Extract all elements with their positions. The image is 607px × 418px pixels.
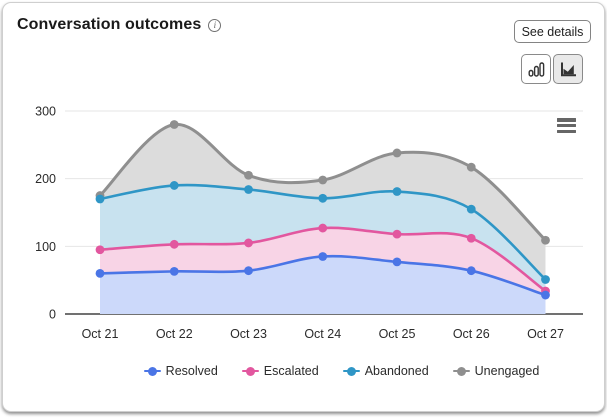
data-point-unengaged[interactable]: [169, 120, 179, 129]
x-tick-label: Oct 24: [304, 327, 341, 341]
see-details-button[interactable]: See details: [514, 20, 591, 43]
x-tick-label: Oct 25: [379, 327, 416, 341]
x-tick-label: Oct 27: [527, 327, 564, 341]
y-tick-label: 200: [35, 172, 56, 186]
y-tick-label: 300: [35, 105, 56, 119]
y-tick-label: 100: [35, 240, 56, 254]
data-point-abandoned[interactable]: [318, 193, 328, 203]
page-title: Conversation outcomes: [17, 16, 202, 33]
bar-chart-icon: [528, 62, 545, 77]
data-point-resolved[interactable]: [541, 290, 550, 300]
legend-label: Escalated: [263, 364, 319, 378]
card-header: Conversation outcomes i: [17, 16, 222, 34]
data-point-abandoned[interactable]: [466, 204, 476, 214]
legend-item-resolved[interactable]: Resolved: [143, 364, 218, 378]
legend-marker-icon: [143, 366, 161, 376]
conversation-outcomes-card: 0 100 200 300 Oct 21 Oct 22 Oct 23 Oct 24 Oct 25…: [2, 2, 605, 412]
legend-label: Unengaged: [474, 364, 540, 378]
data-point-unengaged[interactable]: [244, 170, 253, 180]
chart-context-menu-button[interactable]: [557, 118, 576, 135]
y-tick-label: 0: [49, 308, 56, 322]
area-chart-plot: 0 100 200 300 Oct 21 Oct 22 Oct 23 Oct 24 Oct 25…: [35, 105, 583, 341]
legend-marker-icon: [452, 366, 470, 376]
data-point-escalated[interactable]: [318, 223, 328, 233]
data-point-escalated[interactable]: [466, 233, 476, 243]
info-icon[interactable]: i: [208, 18, 222, 32]
data-point-unengaged[interactable]: [466, 162, 476, 172]
x-tick-label: Oct 22: [156, 327, 193, 341]
legend-item-abandoned[interactable]: Abandoned: [342, 364, 429, 378]
data-point-abandoned[interactable]: [169, 181, 179, 190]
bar-chart-toggle-button[interactable]: [521, 54, 551, 84]
data-point-unengaged[interactable]: [318, 175, 328, 185]
data-point-escalated[interactable]: [95, 245, 105, 255]
legend-item-unengaged[interactable]: Unengaged: [452, 364, 540, 378]
series-resolved: [95, 252, 550, 314]
chart-type-toggles: [521, 54, 583, 84]
area-chart-icon: [561, 62, 576, 77]
data-point-abandoned[interactable]: [244, 185, 253, 194]
area-chart-toggle-button[interactable]: [553, 54, 583, 84]
data-point-abandoned[interactable]: [541, 275, 550, 284]
legend-marker-icon: [241, 366, 259, 376]
data-point-unengaged[interactable]: [392, 148, 402, 158]
data-point-resolved[interactable]: [169, 266, 179, 276]
data-point-escalated[interactable]: [392, 229, 402, 239]
data-point-resolved[interactable]: [244, 266, 253, 276]
data-point-resolved[interactable]: [392, 257, 402, 267]
series-area-resolved: [100, 256, 546, 314]
data-point-resolved[interactable]: [466, 266, 476, 276]
legend-marker-icon: [342, 366, 360, 376]
legend-label: Abandoned: [364, 364, 429, 378]
hamburger-menu-icon: [557, 118, 576, 122]
chart-legend: Resolved Escalated Abandoned Unengaged: [41, 364, 607, 378]
x-tick-label: Oct 21: [82, 327, 119, 341]
data-point-resolved[interactable]: [318, 252, 328, 261]
data-point-escalated[interactable]: [169, 239, 179, 249]
x-tick-label: Oct 26: [453, 327, 490, 341]
data-point-abandoned[interactable]: [95, 194, 105, 204]
x-tick-label: Oct 23: [230, 327, 267, 341]
legend-item-escalated[interactable]: Escalated: [241, 364, 319, 378]
data-point-abandoned[interactable]: [392, 187, 402, 196]
legend-label: Resolved: [165, 364, 218, 378]
data-point-escalated[interactable]: [244, 238, 253, 248]
data-point-resolved[interactable]: [95, 269, 105, 278]
data-point-unengaged[interactable]: [541, 235, 550, 245]
